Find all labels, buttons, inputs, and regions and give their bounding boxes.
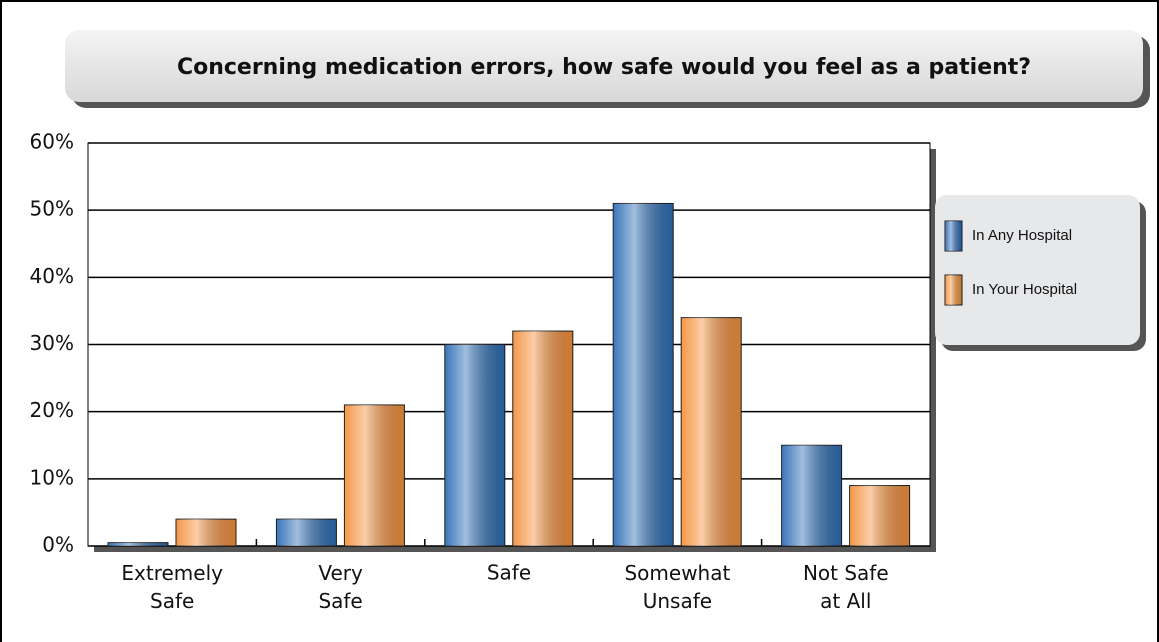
legend-shine	[945, 221, 962, 251]
bar	[343, 404, 405, 547]
y-tick-label: 40%	[30, 264, 74, 288]
legend-label: In Your Hospital	[972, 281, 1077, 298]
x-tick-label: Not Safe at All	[803, 561, 889, 613]
legend-label: In Any Hospital	[972, 227, 1072, 244]
bar	[512, 330, 574, 547]
legend-shine	[945, 275, 962, 305]
bar	[444, 344, 506, 547]
y-tick-label: 20%	[30, 398, 74, 422]
bar	[275, 518, 337, 547]
bar	[849, 485, 911, 547]
bar	[175, 518, 237, 547]
legend-box	[935, 195, 1140, 345]
bar	[107, 542, 169, 547]
x-tick-label: Safe	[487, 561, 531, 585]
x-tick-label: Very Safe	[318, 561, 363, 613]
title-box	[65, 30, 1143, 102]
y-tick-label: 60%	[30, 130, 74, 154]
x-tick-label: Extremely Safe	[121, 561, 223, 613]
chart-title: Concerning medication errors, how safe w…	[177, 55, 1031, 80]
y-tick-label: 50%	[30, 197, 74, 221]
bar	[612, 202, 674, 547]
y-tick-label: 10%	[30, 465, 74, 489]
y-tick-label: 30%	[30, 331, 74, 355]
bar	[781, 444, 843, 547]
bar	[680, 317, 742, 547]
x-tick-label: Somewhat Unsafe	[624, 561, 730, 613]
y-tick-label: 0%	[42, 533, 74, 557]
